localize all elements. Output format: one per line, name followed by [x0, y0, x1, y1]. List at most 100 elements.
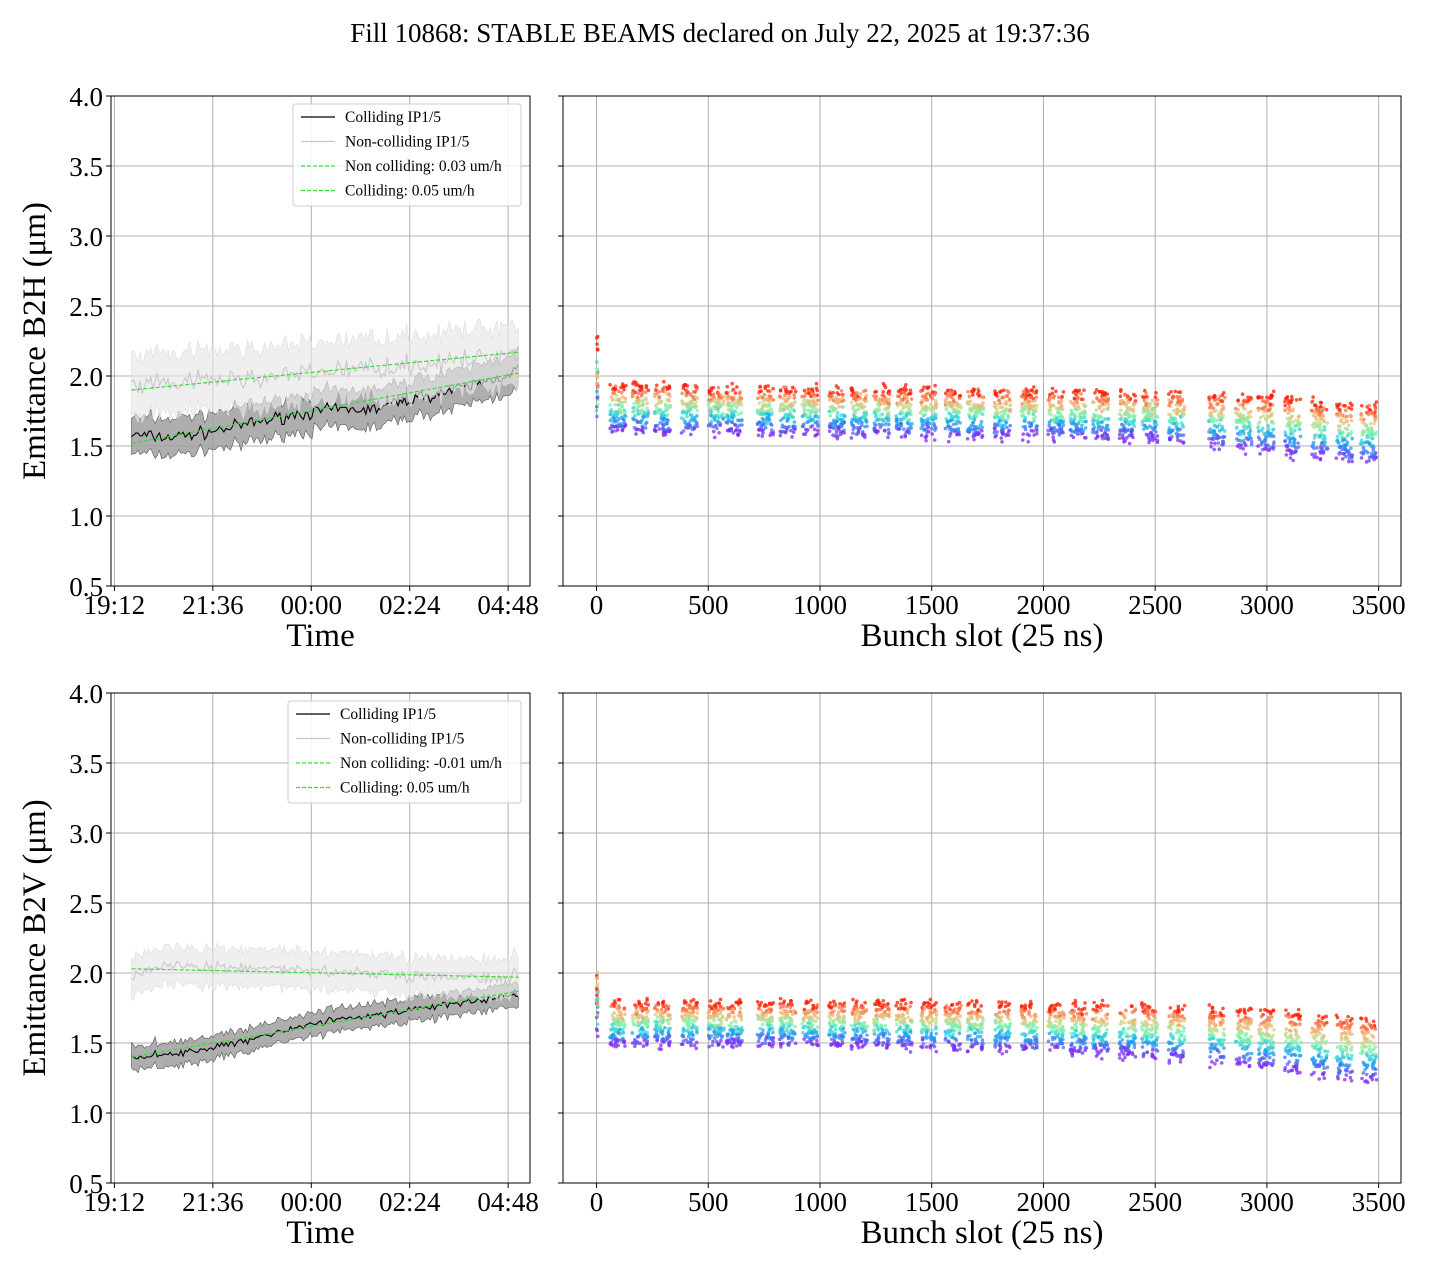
data-point — [1216, 397, 1221, 401]
data-point — [739, 1018, 744, 1022]
data-point — [1247, 398, 1251, 403]
data-point — [712, 1018, 716, 1023]
data-point — [952, 399, 956, 404]
data-point — [608, 382, 612, 387]
data-point — [684, 402, 689, 406]
data-point — [684, 1038, 688, 1042]
data-point — [1258, 452, 1262, 456]
y-tick-label: 3.0 — [69, 819, 103, 849]
data-point — [724, 1039, 729, 1043]
data-point — [1133, 399, 1138, 403]
data-point — [807, 1028, 811, 1033]
data-point — [1213, 441, 1217, 446]
data-point — [896, 394, 900, 399]
data-point — [1106, 417, 1110, 421]
data-point — [711, 392, 716, 397]
data-point — [949, 413, 953, 418]
data-point — [976, 389, 981, 394]
data-point — [688, 425, 693, 430]
data-point — [710, 1043, 715, 1047]
data-point — [1019, 394, 1024, 399]
data-point — [1343, 408, 1348, 413]
data-point — [1291, 432, 1296, 436]
data-point — [1318, 456, 1323, 461]
data-point — [837, 1005, 841, 1010]
data-point — [638, 1041, 642, 1046]
data-point — [759, 1017, 763, 1022]
data-point — [884, 1013, 889, 1018]
data-point — [900, 1043, 905, 1048]
data-point — [1266, 434, 1270, 438]
data-point — [717, 392, 721, 396]
data-point — [633, 1003, 637, 1007]
data-point — [1366, 427, 1371, 432]
data-point — [1220, 424, 1225, 429]
data-point — [1026, 420, 1031, 425]
data-point — [646, 409, 650, 413]
data-point — [689, 1043, 693, 1048]
data-point — [1289, 449, 1294, 454]
data-point — [680, 410, 685, 415]
data-point — [733, 409, 738, 414]
data-point — [730, 1031, 735, 1036]
data-point — [804, 391, 808, 396]
data-point — [758, 1003, 762, 1008]
data-point — [595, 1010, 600, 1015]
data-point — [1283, 403, 1288, 408]
data-point — [887, 1032, 892, 1036]
data-point — [631, 406, 636, 410]
data-point — [1059, 398, 1064, 403]
data-point — [894, 425, 899, 430]
data-point — [1322, 443, 1327, 448]
data-point — [1061, 1045, 1066, 1050]
data-point — [883, 422, 887, 427]
data-point — [617, 407, 622, 411]
data-point — [1080, 431, 1085, 435]
x-tick-label: 1000 — [793, 590, 847, 620]
data-point — [620, 395, 625, 399]
data-point — [781, 385, 786, 390]
data-point — [784, 387, 788, 392]
data-point — [919, 426, 923, 431]
data-point — [622, 413, 627, 418]
data-point — [765, 1018, 770, 1022]
data-point — [956, 405, 960, 409]
data-point — [921, 1037, 925, 1041]
data-point — [1047, 1016, 1052, 1021]
data-point — [1068, 428, 1073, 432]
data-point — [761, 399, 766, 404]
data-point — [719, 1004, 723, 1009]
data-point — [965, 401, 970, 406]
data-point — [1047, 424, 1052, 428]
data-point — [619, 401, 623, 405]
data-point — [717, 1001, 722, 1006]
data-point — [992, 430, 997, 435]
data-point — [1046, 1039, 1051, 1044]
data-point — [858, 1015, 863, 1020]
data-point — [779, 1035, 784, 1039]
data-point — [645, 406, 649, 410]
data-point — [1072, 396, 1077, 401]
data-point — [863, 397, 867, 401]
data-point — [1144, 432, 1149, 437]
data-point — [950, 1022, 954, 1027]
data-point — [1073, 399, 1078, 404]
data-point — [896, 402, 901, 407]
data-point — [1028, 395, 1033, 400]
data-point — [886, 435, 890, 440]
data-point — [1269, 431, 1274, 436]
data-point — [828, 413, 833, 418]
data-point — [1001, 395, 1005, 400]
data-point — [785, 1028, 789, 1033]
x-tick-label: 2500 — [1128, 590, 1182, 620]
data-point — [655, 411, 660, 415]
data-point — [887, 392, 892, 397]
data-point — [1266, 415, 1270, 420]
data-point — [814, 1042, 819, 1047]
data-point — [906, 1015, 911, 1020]
data-point — [907, 401, 911, 406]
data-point — [731, 1007, 735, 1012]
data-point — [811, 418, 816, 423]
data-point — [1248, 409, 1253, 414]
data-point — [879, 1014, 883, 1019]
